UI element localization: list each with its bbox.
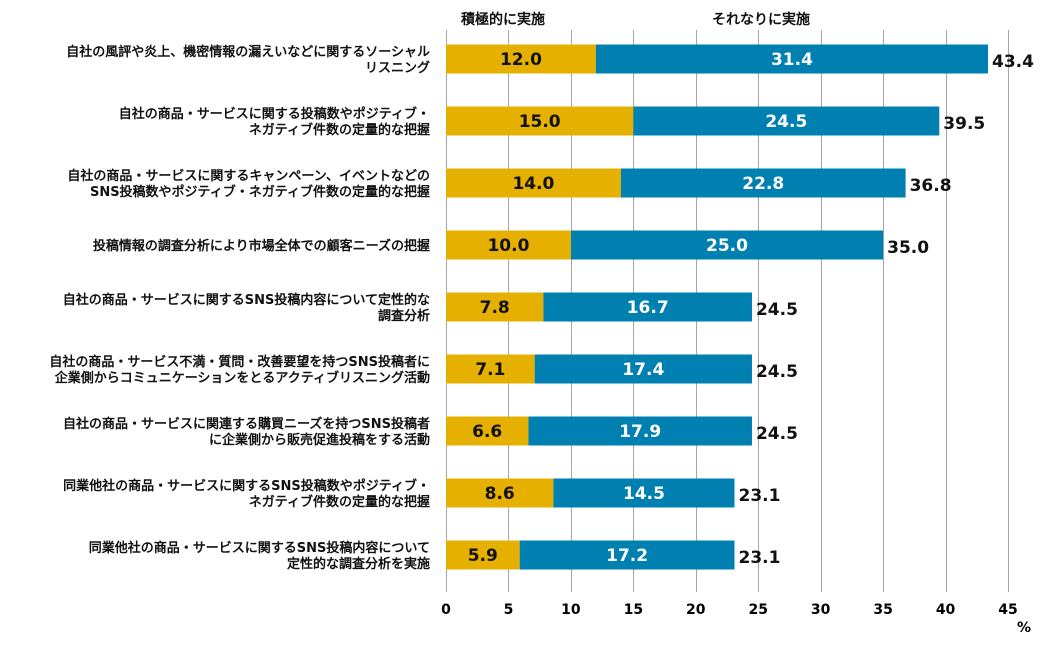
total-label: 39.5 <box>943 114 985 134</box>
data-label: 14.5 <box>623 484 665 504</box>
bar-segment <box>543 292 752 322</box>
bar-segment <box>446 230 571 260</box>
category-label: 定性的な調査分析を実施 <box>286 556 430 572</box>
data-label: 31.4 <box>771 50 813 70</box>
total-label: 23.1 <box>738 486 780 506</box>
bar-segment <box>446 478 554 508</box>
category-label: 自社の商品・サービスに関する投稿数やポジティブ・ <box>119 106 430 122</box>
bar-segment <box>446 354 535 384</box>
data-label: 10.0 <box>487 236 529 256</box>
data-label: 16.7 <box>627 298 669 318</box>
bar-segment <box>595 44 989 74</box>
category-label: 同業他社の商品・サービスに関するSNS投稿数やポジティブ・ <box>63 478 430 494</box>
bar-segment <box>446 106 634 136</box>
x-tick-label: 45 <box>998 602 1017 618</box>
x-tick-label: 40 <box>936 602 956 618</box>
data-label: 5.9 <box>468 546 498 566</box>
category-label: 同業他社の商品・サービスに関するSNS投稿内容について <box>89 540 430 556</box>
bar-segment <box>534 354 752 384</box>
x-tick-label: 15 <box>624 602 643 618</box>
x-tick-label: 35 <box>873 602 892 618</box>
total-label: 24.5 <box>756 300 798 320</box>
data-label: 24.5 <box>765 112 807 132</box>
category-label: SNS投稿数やポジティブ・ネガティブ件数の定量的な把握 <box>90 184 430 200</box>
bar-segment <box>446 44 596 74</box>
x-unit-label: % <box>1017 620 1031 636</box>
total-label: 23.1 <box>738 548 780 568</box>
legend-series-2: それなりに実施 <box>712 11 810 28</box>
category-label: ネガティブ件数の定量的な把握 <box>249 122 430 138</box>
data-label: 22.8 <box>742 174 784 194</box>
data-label: 7.8 <box>480 298 510 318</box>
x-tick-label: 20 <box>686 602 706 618</box>
category-label: リスニング <box>365 60 430 76</box>
category-label: ネガティブ件数の定量的な把握 <box>249 494 430 510</box>
x-tick-label: 25 <box>748 602 767 618</box>
data-label: 8.6 <box>485 484 515 504</box>
data-label: 12.0 <box>500 50 542 70</box>
bar-segment <box>446 416 529 446</box>
total-label: 36.8 <box>910 176 952 196</box>
category-label: 投稿情報の調査分析により市場全体での顧客ニーズの把握 <box>93 238 430 254</box>
x-tick-label: 30 <box>811 602 831 618</box>
data-label: 17.9 <box>619 422 661 442</box>
bar-segment <box>633 106 940 136</box>
x-tick-label: 5 <box>504 602 514 618</box>
total-label: 43.4 <box>992 52 1034 72</box>
category-label: 自社の商品・サービスに関するキャンペーン、イベントなどの <box>67 168 430 184</box>
category-label: に企業側から販売促進投稿をする活動 <box>209 432 430 448</box>
total-label: 35.0 <box>887 238 929 258</box>
x-tick-label: 0 <box>441 602 451 618</box>
data-label: 25.0 <box>706 236 748 256</box>
category-label: 調査分析 <box>378 308 430 324</box>
data-label: 7.1 <box>475 360 505 380</box>
total-label: 24.5 <box>756 424 798 444</box>
data-label: 6.6 <box>472 422 502 442</box>
legend-series-1: 積極的に実施 <box>460 11 545 28</box>
x-axis: 0 5 10 15 20 25 30 35 40 45% <box>441 602 1031 636</box>
category-label: 自社の商品・サービスに関するSNS投稿内容について定性的な <box>63 292 430 308</box>
bar-segment <box>620 168 906 198</box>
bar-segment <box>446 540 520 570</box>
category-label: 自社の商品・サービス不満・質問・改善要望を持つSNS投稿者に <box>49 354 430 370</box>
data-label: 15.0 <box>519 112 561 132</box>
data-label: 14.0 <box>512 174 554 194</box>
category-label: 自社の商品・サービスに関連する購買ニーズを持つSNS投稿者 <box>63 416 430 432</box>
bar-segment <box>528 416 752 446</box>
bar-segment <box>446 292 544 322</box>
total-label: 24.5 <box>756 362 798 382</box>
bars <box>446 44 989 570</box>
data-label: 17.2 <box>606 546 648 566</box>
data-label: 17.4 <box>622 360 664 380</box>
bar-segment <box>570 230 884 260</box>
x-tick-label: 10 <box>561 602 581 618</box>
bar-segment <box>553 478 735 508</box>
bar-segment <box>446 168 621 198</box>
category-label: 自社の風評や炎上、機密情報の漏えいなどに関するソーシャル <box>66 44 430 60</box>
legend: 積極的に実施 それなりに実施 <box>460 11 810 28</box>
bar-segment <box>519 540 735 570</box>
category-labels: 12.0 31.4 43.4 自社の風評や炎上、機密情報の漏えいなどに関するソーシャル… <box>49 44 1034 572</box>
category-label: 企業側からコミュニケーションをとるアクティブリスニング活動 <box>54 370 430 386</box>
